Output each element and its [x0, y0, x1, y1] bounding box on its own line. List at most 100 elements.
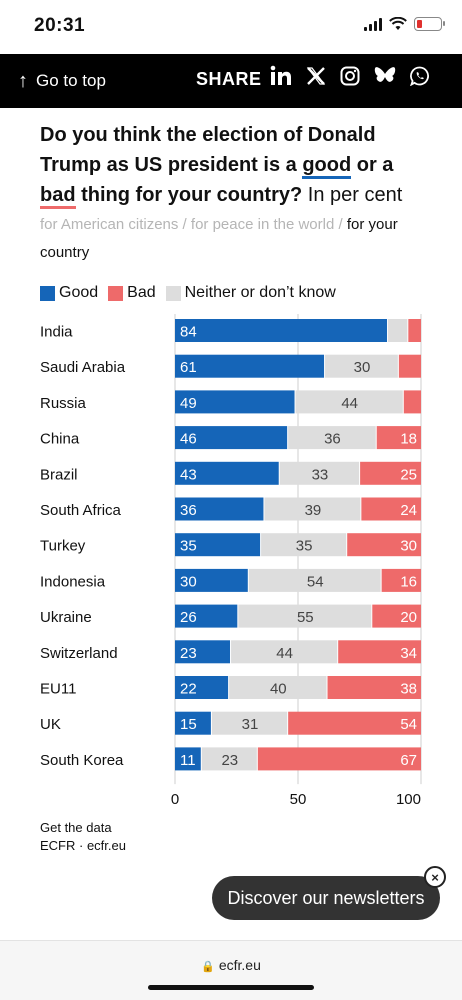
title-good: good [302, 154, 352, 179]
data-label-bad: 16 [400, 573, 417, 590]
newsletter-button[interactable]: Discover our newsletters [212, 876, 440, 920]
lock-icon: 🔒 [201, 961, 215, 973]
legend-good: Good [40, 284, 98, 302]
source-label: ECFR · ecfr.eu [40, 838, 126, 853]
category-label: China [40, 431, 80, 448]
category-label: Ukraine [40, 609, 92, 626]
bar-neither [264, 497, 361, 521]
data-label-good: 46 [180, 431, 197, 448]
bar-bad [361, 497, 421, 521]
tab-your-country[interactable]: for your country [40, 216, 398, 261]
data-label-neither: 36 [324, 431, 341, 448]
data-label-bad: 54 [400, 716, 417, 733]
go-to-top-button[interactable]: ↑ Go to top [18, 70, 106, 93]
url-display[interactable]: 🔒 ecfr.eu [0, 957, 462, 973]
data-label-neither: 44 [341, 395, 358, 412]
share-label: SHARE [196, 69, 262, 89]
bar-bad [327, 676, 421, 699]
data-label-good: 43 [180, 466, 197, 483]
go-to-top-label: Go to top [36, 71, 106, 90]
category-label: India [40, 324, 73, 341]
bar-good [175, 319, 388, 342]
bar-good [175, 354, 325, 378]
title-unit: In per cent [302, 184, 403, 206]
status-icons [364, 17, 445, 31]
tab-american-citizens[interactable]: for American citizens [40, 216, 179, 233]
home-indicator[interactable] [148, 985, 314, 990]
bar-bad [376, 426, 421, 450]
data-label-bad: 34 [400, 645, 417, 662]
chart-title: Do you think the election of Donald Trum… [40, 120, 430, 210]
category-label: Switzerland [40, 645, 118, 662]
bar-bad [338, 640, 421, 664]
instagram-icon[interactable] [340, 66, 360, 86]
bar-good [175, 676, 229, 699]
linkedin-icon[interactable] [270, 65, 292, 87]
stacked-bar-chart: India 84 Saudi Arabia 61 30 Russia 49 44 China 46… [40, 314, 422, 805]
category-label: Brazil [40, 466, 78, 483]
legend-swatch-neither [165, 285, 181, 301]
tab-separator: / [178, 216, 191, 233]
data-label-bad: 25 [400, 466, 417, 483]
chart-legend: Good Bad Neither or don’t know [40, 284, 346, 302]
bar-neither [325, 354, 398, 378]
title-part-2: or a [351, 154, 394, 176]
data-label-bad: 67 [400, 752, 417, 769]
legend-swatch-bad [108, 285, 124, 301]
category-label: EU11 [40, 681, 76, 698]
title-part-1: Do you think the election of Donald Trum… [40, 124, 376, 176]
data-label-good: 22 [180, 681, 197, 698]
data-label-neither: 40 [270, 681, 287, 698]
data-label-good: 61 [180, 359, 197, 376]
get-data-link[interactable]: Get the data [40, 820, 112, 835]
data-label-bad: 38 [400, 681, 417, 698]
bar-bad [288, 711, 421, 735]
url-text: ecfr.eu [218, 957, 261, 973]
x-tick-label: 50 [290, 791, 307, 805]
signal-icon [364, 17, 382, 31]
battery-icon [414, 17, 445, 31]
legend-neither: Neither or don’t know [165, 284, 336, 302]
title-bad: bad [40, 184, 76, 209]
x-tick-label: 0 [171, 791, 179, 805]
legend-neither-label: Neither or don’t know [184, 284, 336, 301]
bar-good [175, 640, 231, 664]
data-label-good: 35 [180, 538, 197, 555]
category-label: Indonesia [40, 573, 106, 590]
tab-separator: / [334, 216, 347, 233]
bar-bad [257, 747, 421, 771]
bar-neither [295, 390, 403, 414]
bar-good [175, 390, 295, 414]
bar-good [175, 604, 238, 628]
data-label-neither: 31 [242, 716, 259, 733]
data-label-bad: 24 [400, 502, 417, 519]
bar-good [175, 568, 248, 592]
wifi-icon [389, 17, 407, 30]
bar-neither [231, 640, 338, 664]
bar-good [175, 497, 264, 521]
bar-neither [211, 711, 288, 735]
arrow-up-icon: ↑ [18, 69, 28, 92]
bar-good [175, 426, 288, 450]
data-label-good: 11 [180, 752, 196, 769]
data-label-bad: 20 [400, 609, 417, 626]
data-label-neither: 30 [354, 359, 371, 376]
data-label-neither: 23 [221, 752, 238, 769]
bar-bad [408, 319, 421, 342]
data-label-bad: 18 [400, 431, 417, 448]
whatsapp-icon[interactable] [410, 66, 430, 86]
close-icon[interactable]: × [424, 866, 446, 888]
data-label-neither: 55 [297, 609, 314, 626]
tab-peace-in-the-world[interactable]: for peace in the world [190, 216, 335, 233]
browser-bar: 🔒 ecfr.eu [0, 940, 462, 1000]
legend-good-label: Good [59, 284, 99, 301]
bar-bad [381, 568, 421, 592]
x-icon[interactable] [306, 66, 326, 86]
chart-footer: Get the data ECFR · ecfr.eu [40, 819, 126, 855]
bar-bad [347, 533, 421, 557]
data-label-good: 30 [180, 573, 197, 590]
bar-bad [398, 354, 421, 378]
bluesky-icon[interactable] [374, 66, 396, 86]
data-label-good: 26 [180, 609, 197, 626]
bar-bad [372, 604, 421, 628]
